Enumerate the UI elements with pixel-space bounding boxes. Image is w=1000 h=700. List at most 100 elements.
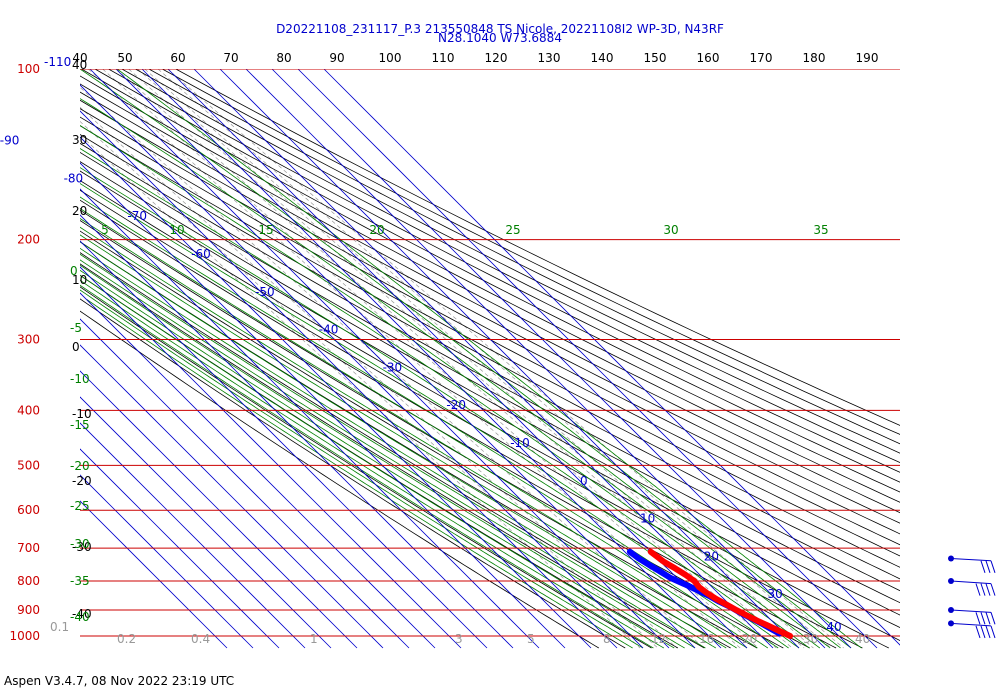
dry-adiabat-left-label: -30 bbox=[72, 540, 92, 554]
moist-adiabat-line bbox=[80, 226, 758, 649]
dry-adiabat-line bbox=[148, 69, 900, 445]
isotherm-label: 0 bbox=[580, 474, 588, 488]
isotherm-label: -60 bbox=[191, 247, 211, 261]
isotherm-line bbox=[80, 448, 280, 649]
isotherm-label: -90 bbox=[0, 134, 19, 148]
wind-barb bbox=[948, 620, 996, 639]
dry-adiabat-line bbox=[80, 230, 784, 649]
wind-barb-staff bbox=[950, 609, 992, 613]
isobar-label: 1000 bbox=[9, 629, 40, 643]
moist-adiabat-line bbox=[80, 284, 654, 649]
isotherm-line bbox=[80, 188, 540, 649]
moist-adiabat-line bbox=[86, 299, 633, 649]
wind-barb bbox=[948, 578, 996, 596]
dry-adiabat-left-label: -10 bbox=[72, 407, 92, 421]
mixing-ratio-label: 16 bbox=[699, 632, 714, 646]
isobar-label: 600 bbox=[17, 503, 40, 517]
moist-adiabat-line bbox=[80, 253, 717, 649]
dry-adiabat-top-label: 160 bbox=[697, 51, 720, 65]
isotherm-line bbox=[80, 84, 644, 649]
dry-adiabat-left-label: -40 bbox=[72, 607, 92, 621]
mixing-ratio-line bbox=[128, 69, 793, 649]
wind-barb-flag bbox=[985, 625, 991, 639]
moist-adiabat-left-label: 0 bbox=[70, 264, 78, 278]
dry-adiabat-line bbox=[80, 298, 626, 649]
mixing-ratio-label: 8 bbox=[603, 632, 611, 646]
moist-adiabat-line bbox=[80, 208, 779, 649]
dry-adiabat-top-label: 140 bbox=[591, 51, 614, 65]
isotherm-label: -10 bbox=[510, 436, 530, 450]
mixing-ratio-label: 0.4 bbox=[191, 632, 210, 646]
wind-barb-flag bbox=[975, 625, 981, 639]
wind-barb bbox=[948, 607, 996, 625]
isotherm-line bbox=[80, 266, 462, 649]
dry-adiabat-line bbox=[80, 286, 652, 649]
moist-adiabat-line bbox=[80, 259, 706, 649]
wind-barb-flag bbox=[990, 583, 996, 596]
isotherm-label: -80 bbox=[64, 171, 84, 185]
wind-barb-flag bbox=[990, 560, 996, 573]
wind-barb-flag bbox=[990, 625, 996, 639]
dry-adiabat-top-label: 80 bbox=[276, 51, 291, 65]
dry-adiabat-line bbox=[175, 69, 900, 426]
dry-adiabat-line bbox=[80, 263, 705, 649]
wind-barb-flag bbox=[985, 560, 991, 573]
wind-barb-flag bbox=[975, 583, 981, 596]
dry-adiabat-line bbox=[80, 310, 600, 649]
dry-adiabat-top-label: 60 bbox=[170, 51, 185, 65]
isotherm-label: -110 bbox=[44, 55, 71, 69]
moist-adiabat-line bbox=[80, 279, 665, 649]
dry-adiabat-top-label: 170 bbox=[750, 51, 773, 65]
moist-adiabat-top-label: 35 bbox=[813, 223, 828, 237]
dry-adiabat-left-label: -20 bbox=[72, 474, 92, 488]
wind-barb-flag bbox=[980, 625, 986, 639]
isotherm-line bbox=[80, 344, 384, 649]
moist-adiabat-left-label: -30 bbox=[70, 537, 90, 551]
dry-adiabat-top-label: 70 bbox=[223, 51, 238, 65]
dry-adiabat-line bbox=[80, 220, 810, 649]
isotherm-label: 10 bbox=[640, 512, 655, 526]
isotherm-label: -20 bbox=[446, 398, 466, 412]
isotherm-line bbox=[80, 136, 592, 649]
dry-adiabat-top-label: 150 bbox=[644, 51, 667, 65]
moist-adiabat-line bbox=[80, 264, 696, 649]
grid-lines bbox=[80, 69, 900, 649]
wind-barb-flag bbox=[980, 612, 986, 625]
axis-labels: 1002003004005006007008009001000-110-100-… bbox=[0, 51, 878, 646]
mixing-ratio-label: 40 bbox=[855, 632, 870, 646]
wind-barb-flag bbox=[975, 612, 981, 625]
isotherm-label: -40 bbox=[319, 323, 339, 337]
moist-adiabat-left-label: -20 bbox=[70, 459, 90, 473]
mixing-ratio-line bbox=[80, 106, 678, 649]
mixing-ratio-line bbox=[137, 69, 805, 649]
dry-adiabat-top-label: 110 bbox=[432, 51, 455, 65]
isotherm-label: -30 bbox=[383, 360, 403, 374]
isobar-label: 700 bbox=[17, 541, 40, 555]
dry-adiabat-top-label: 90 bbox=[329, 51, 344, 65]
isotherm-line bbox=[297, 69, 878, 649]
wind-barb-flag bbox=[985, 612, 991, 625]
wind-barb-staff bbox=[950, 622, 992, 627]
isotherm-line bbox=[80, 422, 306, 649]
mixing-ratio-label: 5 bbox=[527, 632, 535, 646]
moist-adiabat-top-label: 15 bbox=[258, 223, 273, 237]
dry-adiabat-line bbox=[80, 142, 900, 592]
isotherm-label: -70 bbox=[127, 209, 147, 223]
isotherm-line bbox=[80, 110, 618, 649]
dry-adiabat-line bbox=[80, 99, 900, 535]
isotherm-label: 40 bbox=[826, 620, 841, 634]
mixing-ratio-label: 12 bbox=[651, 632, 666, 646]
dry-adiabat-top-label: 120 bbox=[485, 51, 508, 65]
moist-adiabat-top-label: 30 bbox=[663, 223, 678, 237]
moist-adiabat-left-label: -15 bbox=[70, 418, 90, 432]
wind-barb-flag bbox=[980, 583, 986, 596]
dry-adiabat-line bbox=[80, 125, 900, 568]
dry-adiabat-line bbox=[162, 69, 900, 435]
mixing-ratio-label: 20 bbox=[742, 632, 757, 646]
moist-adiabat-line bbox=[80, 274, 675, 649]
dry-adiabat-left-label: 10 bbox=[72, 273, 87, 287]
moist-adiabat-left-label: -10 bbox=[70, 372, 90, 386]
isotherm-line bbox=[80, 370, 358, 649]
chart-title-line2: N28.1040 W73.6884 bbox=[438, 31, 562, 45]
dry-adiabat-top-label: 40 bbox=[72, 51, 87, 65]
